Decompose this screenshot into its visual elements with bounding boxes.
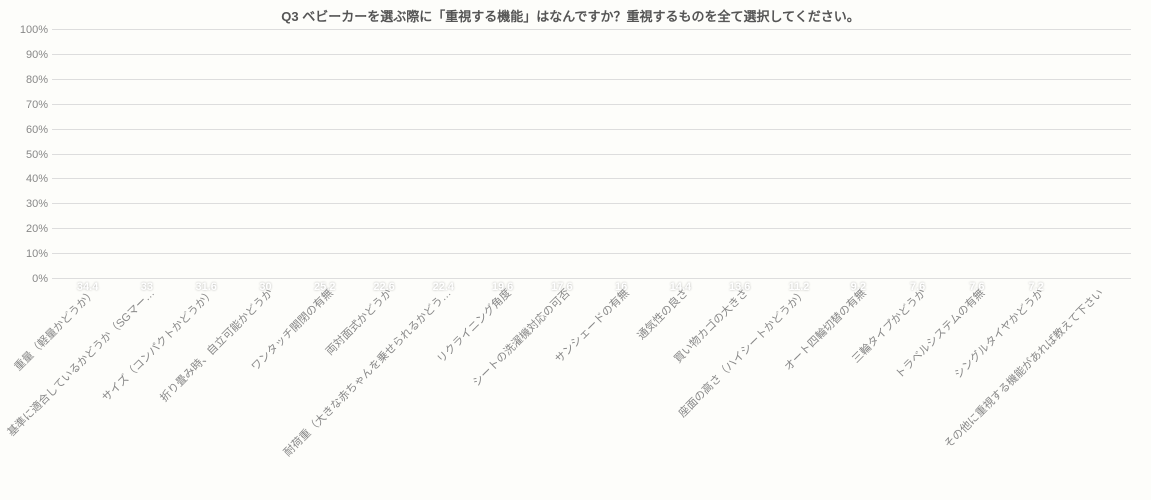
x-label-slot: 座面の高さ（ハイシートかどうか） — [769, 279, 828, 499]
x-label-slot: シートの洗濯機対応の可否 — [532, 279, 591, 499]
x-label-slot: サンシェードの有無 — [592, 279, 651, 499]
y-axis-label: 60% — [12, 124, 48, 136]
x-label-slot: その他に重視する機能があれば教えて下さい — [1066, 279, 1125, 499]
y-axis-label: 80% — [12, 74, 48, 86]
x-label-slot: 耐荷重（大きな赤ちゃんを乗せられるかどう… — [414, 279, 473, 499]
x-label-slot: シングルタイヤかどうか — [1007, 279, 1066, 499]
x-label-slot: リクライニング角度 — [473, 279, 532, 499]
x-label-slot: サイズ（コンパクトかどうか） — [177, 279, 236, 499]
y-axis-label: 50% — [12, 149, 48, 161]
y-axis-label: 70% — [12, 99, 48, 111]
y-axis-label: 90% — [12, 49, 48, 61]
y-axis-label: 100% — [12, 24, 48, 36]
y-axis-label: 30% — [12, 198, 48, 210]
bars-container: 34.43331.63025.222.622.419.617.61614.413… — [52, 29, 1131, 278]
x-label-slot: 三輪タイプかどうか — [888, 279, 947, 499]
y-axis-label: 40% — [12, 173, 48, 185]
x-label-slot: 買い物カゴの大きさ — [710, 279, 769, 499]
x-label-slot: 両対面式かどうか — [354, 279, 413, 499]
plot-area: 0%10%20%30%40%50%60%70%80%90%100% 34.433… — [52, 29, 1131, 279]
chart-title: Q3 ベビーカーを選ぶ際に「重視する機能」はなんですか？重視するものを全て選択し… — [10, 6, 1131, 25]
x-label-slot: 折り畳み時、自立可能かどうか — [236, 279, 295, 499]
y-axis-label: 0% — [12, 273, 48, 285]
y-axis-label: 10% — [12, 248, 48, 260]
x-label-slot: オート四輪切替の有無 — [829, 279, 888, 499]
y-axis-label: 20% — [12, 223, 48, 235]
bar-chart: Q3 ベビーカーを選ぶ際に「重視する機能」はなんですか？重視するものを全て選択し… — [0, 0, 1151, 500]
x-axis-labels: 重量（軽量かどうか）基準に適合しているかどうか（SGマー…サイズ（コンパクトかど… — [52, 279, 1131, 499]
